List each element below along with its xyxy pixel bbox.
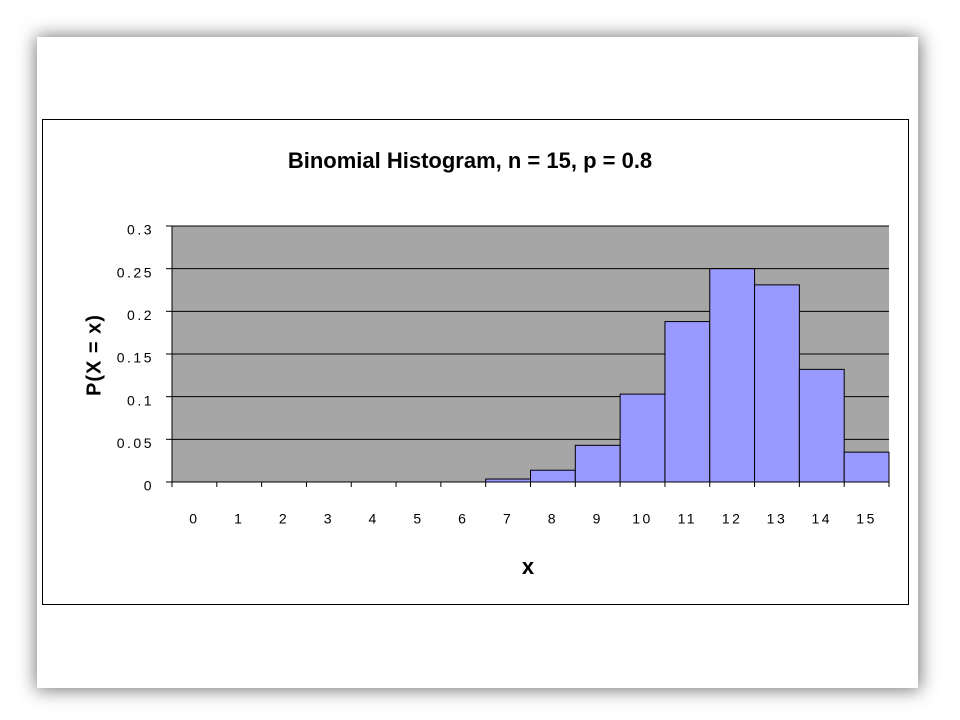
y-tick-label: 0.25 xyxy=(117,264,154,280)
x-tick-label: 5 xyxy=(413,511,423,527)
x-tick-label: 3 xyxy=(324,511,334,527)
bar xyxy=(664,321,711,483)
x-axis-label: x xyxy=(522,554,535,579)
x-tick-label: 1 xyxy=(234,511,244,527)
bar xyxy=(709,268,756,483)
y-tick-label: 0.15 xyxy=(117,350,154,366)
bar xyxy=(798,368,845,483)
x-tick-label: 12 xyxy=(722,511,743,527)
bar xyxy=(619,393,666,483)
y-tick-label: 0 xyxy=(144,478,154,494)
x-tick-label: 13 xyxy=(767,511,788,527)
x-tick-label: 11 xyxy=(678,511,698,527)
y-tick-label: 0.1 xyxy=(127,392,154,408)
x-tick-label: 14 xyxy=(811,511,832,527)
x-tick-label: 9 xyxy=(593,511,603,527)
x-tick-label: 8 xyxy=(548,511,558,527)
x-tick-label: 0 xyxy=(189,511,199,527)
x-tick-label: 15 xyxy=(856,511,877,527)
bar xyxy=(754,284,800,483)
bar xyxy=(574,444,621,483)
bar xyxy=(530,469,576,483)
y-tick-label: 0.3 xyxy=(127,222,154,238)
y-tick-label: 0.05 xyxy=(117,435,154,451)
x-tick-label: 10 xyxy=(632,511,653,527)
bar xyxy=(843,451,890,483)
x-tick-label: 6 xyxy=(458,511,468,527)
x-tick-label: 4 xyxy=(369,511,379,527)
y-axis-label: P(X = x) xyxy=(83,314,105,396)
y-tick-label: 0.2 xyxy=(127,307,154,323)
x-tick-label: 2 xyxy=(279,511,289,527)
x-tick-label: 7 xyxy=(503,511,513,527)
chart-title: Binomial Histogram, n = 15, p = 0.8 xyxy=(288,148,652,173)
